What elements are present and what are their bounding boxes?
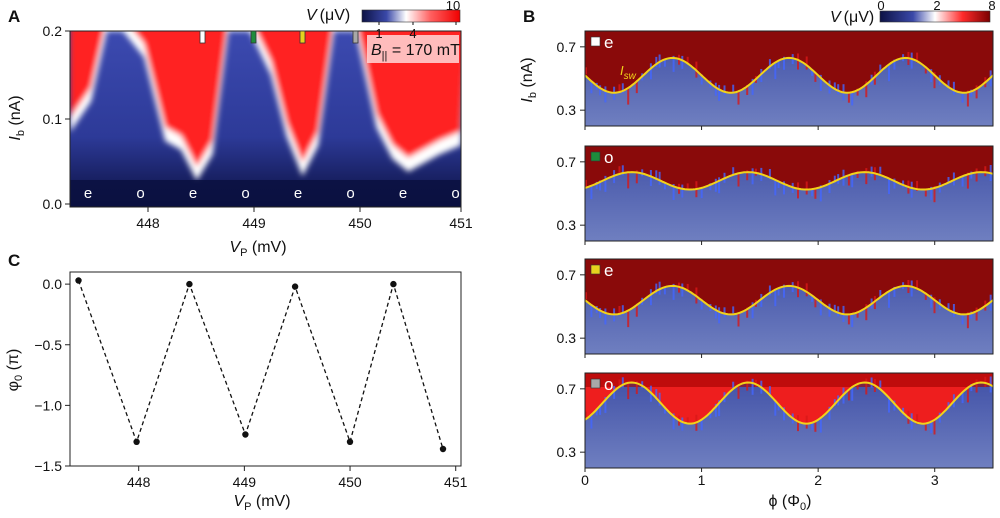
a-ytick-0.1: 0.1	[43, 111, 63, 127]
b-ytick: 0.3	[557, 102, 577, 118]
b-xlabel: ϕ (Φ0)	[769, 493, 812, 513]
marker-green	[250, 30, 257, 44]
b-parity-marker	[590, 378, 601, 389]
a-ylabel: Ib (nA)	[7, 95, 27, 140]
parity-label-a: e	[399, 185, 407, 202]
heatmap-a-markers	[199, 30, 359, 44]
a-ytick-0.2: 0.2	[43, 23, 63, 39]
colorbar-b-tick-8: 8	[988, 0, 995, 13]
b-parity-label: e	[604, 33, 613, 52]
a-ytick-0.0: 0.0	[43, 196, 63, 212]
c-ytick: 0.0	[43, 276, 63, 292]
c-data-point	[390, 280, 397, 288]
b-ytick: 0.3	[557, 444, 577, 460]
b-ylabel: Ib (nA)	[519, 57, 539, 102]
colorbar-a-label: V (μV)	[306, 7, 350, 24]
parity-label-a: e	[84, 185, 92, 202]
b-parity-label: e	[604, 261, 613, 280]
b-subpanel: e Isw 0.7 0.3	[557, 30, 994, 130]
c-data-point	[346, 438, 354, 445]
c-data-point	[291, 283, 299, 290]
b-subpanel: e 0.7 0.3	[557, 258, 994, 358]
b-parity-label: o	[604, 148, 613, 167]
a-xtick-449: 449	[242, 215, 266, 231]
b-fit-curve	[585, 56, 993, 94]
b-subpanel: o 0.7 0.3	[557, 372, 994, 472]
b-subpanel: o 0.7 0.3	[557, 145, 994, 245]
c-xlabel: VP (mV)	[233, 493, 290, 513]
b-curve-label: Isw	[620, 63, 637, 82]
b-xtick: 3	[931, 472, 939, 488]
b-parity-marker	[590, 36, 601, 47]
c-ytick: −0.5	[34, 337, 62, 353]
b-ytick: 0.3	[557, 217, 577, 233]
c-xtick: 450	[338, 474, 362, 490]
plot-c: 448 449 450 451 0.0 −0.5 −1.0 −1.5 VP (mV) φ0 …	[5, 271, 468, 513]
b-ytick: 0.7	[557, 381, 577, 397]
b-switched-region	[585, 259, 993, 315]
panel-label-c: C	[8, 251, 20, 270]
colorbar-b-label: V (μV)	[830, 9, 874, 26]
b-ytick: 0.7	[557, 267, 577, 283]
parity-label-a: o	[451, 185, 459, 202]
c-data-point	[133, 438, 140, 445]
colorbar-a-tick-1: 1	[375, 26, 382, 41]
c-data-point	[186, 280, 193, 288]
b-switched-region	[585, 31, 993, 93]
b-fit-curve	[585, 284, 993, 316]
c-xtick: 451	[444, 474, 468, 490]
colorbar-a-tick-2: 4	[409, 26, 416, 41]
c-data-point	[439, 445, 447, 453]
b-ytick: 0.7	[557, 39, 577, 55]
parity-label-a: o	[346, 185, 354, 202]
parity-label-a: e	[189, 185, 197, 202]
a-xtick-451: 451	[449, 215, 473, 231]
marker-yellow	[299, 30, 306, 44]
a-xtick-450: 450	[348, 215, 372, 231]
marker-gray	[352, 30, 359, 44]
b-parity-label: o	[604, 375, 613, 394]
marker-white	[199, 30, 206, 44]
b-ytick: 0.3	[557, 330, 577, 346]
c-ytick: −1.5	[34, 458, 62, 474]
parity-label-a: o	[136, 185, 144, 202]
b-fit-curve	[585, 171, 993, 191]
c-xtick: 448	[127, 474, 151, 490]
heatmap-a-red-region	[70, 31, 461, 167]
panel-label-b: B	[523, 7, 535, 26]
b-xtick: 0	[581, 472, 589, 488]
colorbar-b: V (μV) 0 2 8	[830, 0, 996, 26]
c-ytick: −1.0	[34, 397, 62, 413]
colorbar-b-tick-0: 0	[877, 0, 884, 13]
b-subpanels: e Isw 0.7 0.3 o 0.7 0.3 e 0.7 0.3 o 0.7 0.3 Ib (nA)	[519, 30, 994, 472]
b-xaxis: ϕ (Φ0) 0 1 2 3	[581, 472, 939, 513]
parity-label-a: o	[241, 185, 249, 202]
a-xlabel: VP (mV)	[229, 239, 286, 259]
colorbar-a-tick-3: 10	[446, 0, 460, 13]
c-xtick: 449	[233, 474, 257, 490]
c-ylabel: φ0 (π)	[5, 349, 25, 392]
colorbar-a: V (μV) 1 4 10	[306, 0, 461, 41]
b-ytick: 0.7	[557, 154, 577, 170]
b-xtick: 1	[698, 472, 706, 488]
a-xtick-448: 448	[136, 215, 160, 231]
b-parity-marker	[590, 264, 601, 275]
c-data-point	[75, 277, 82, 284]
panel-label-a: A	[8, 7, 20, 26]
b-fit-curve	[585, 381, 993, 425]
colorbar-b-tick-2: 2	[933, 0, 940, 13]
c-dashed-line	[77, 280, 444, 450]
c-data-point	[242, 431, 249, 438]
axis-a: 448 449 450 451 0.2 0.1 0.0 VP (mV) Ib (…	[7, 23, 473, 259]
field-annotation: B|| = 170 mT	[367, 35, 460, 63]
b-parity-marker	[590, 151, 601, 162]
parity-label-a: e	[294, 185, 302, 202]
svg-text:B|| = 170 mT: B|| = 170 mT	[371, 42, 460, 62]
b-xtick: 2	[814, 472, 822, 488]
